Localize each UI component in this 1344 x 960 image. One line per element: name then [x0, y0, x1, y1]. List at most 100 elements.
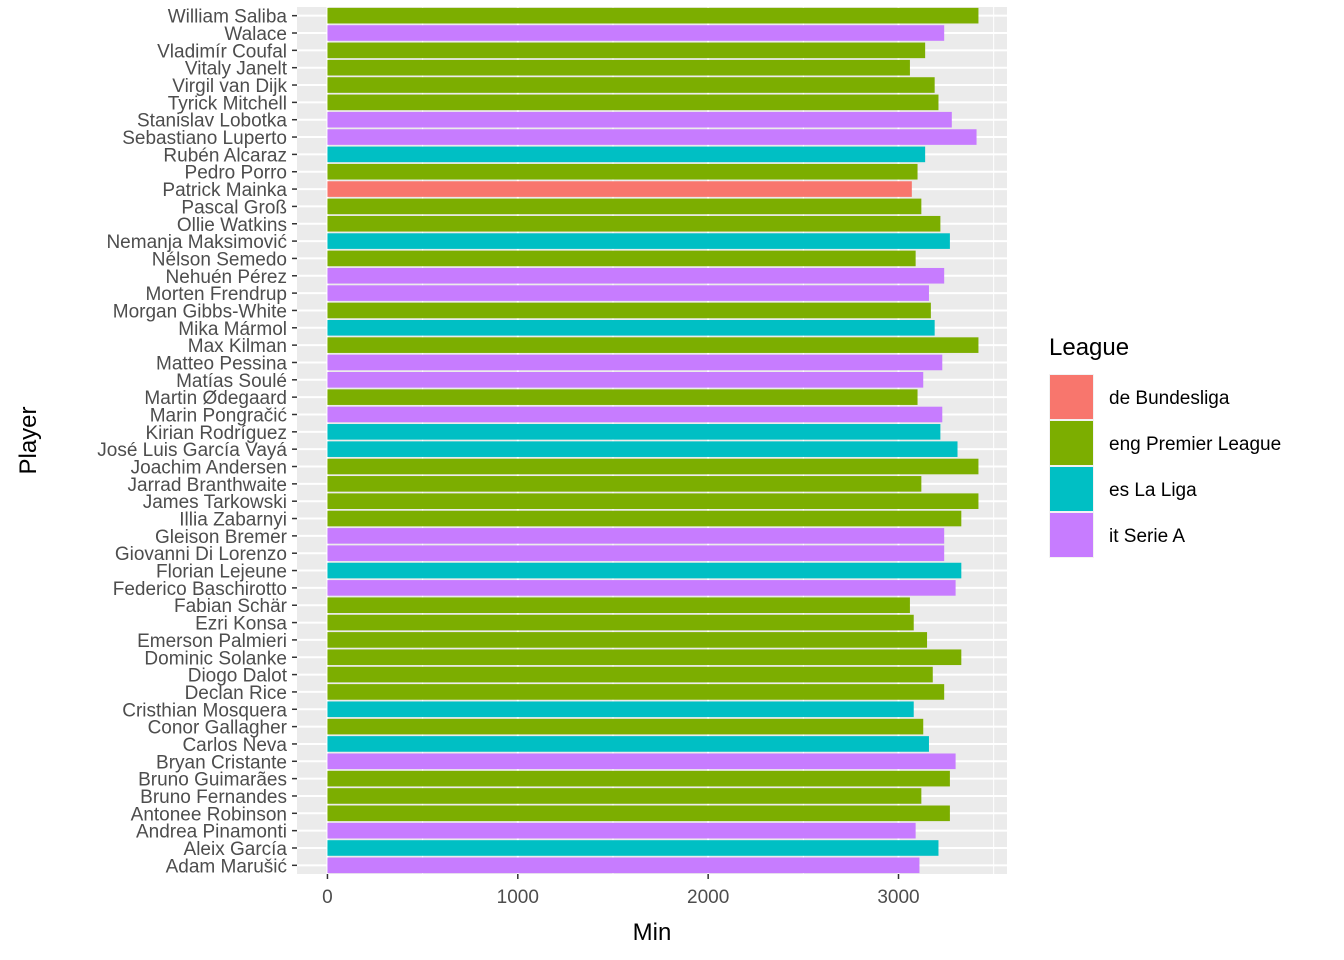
legend-key: [1050, 375, 1093, 419]
bar: [327, 233, 950, 249]
y-tick-label: Ezri Konsa: [195, 614, 287, 635]
bar: [327, 424, 941, 440]
y-tick-label: Jarrad Branthwaite: [128, 475, 287, 496]
legend-key: [1050, 513, 1093, 557]
y-tick-label: Dominic Solanke: [144, 648, 287, 669]
bar: [327, 7, 979, 24]
y-tick-label: Patrick Mainka: [162, 180, 287, 201]
bar: [327, 372, 924, 388]
y-tick-label: Ollie Watkins: [177, 215, 287, 236]
bar: [327, 77, 935, 93]
y-tick-label: Emerson Palmieri: [137, 631, 287, 652]
bar: [327, 129, 977, 145]
bar: [327, 857, 920, 874]
y-tick-label: Nemanja Maksimović: [106, 232, 287, 253]
legend-label: it Serie A: [1109, 526, 1185, 547]
y-tick-label: Walace: [224, 24, 287, 45]
bar: [327, 42, 926, 59]
bar: [327, 545, 945, 562]
legend-title: League: [1049, 334, 1129, 361]
x-tick-label: 3000: [877, 887, 919, 908]
y-tick-label: Pedro Porro: [185, 163, 287, 184]
x-axis: 0 1000 2000 3000: [322, 874, 920, 908]
y-tick-label: Bryan Cristante: [156, 752, 287, 773]
y-tick-label: Federico Baschirotto: [113, 579, 287, 600]
legend-key: [1050, 421, 1093, 465]
y-tick-label: Sebastiano Luperto: [122, 128, 287, 149]
y-tick-label: Carlos Neva: [182, 735, 287, 756]
y-tick-label: Diogo Dalot: [188, 666, 288, 687]
bar: [327, 198, 922, 215]
y-tick-label: Tyrick Mitchell: [168, 93, 287, 114]
y-tick-label: Joachim Andersen: [131, 458, 287, 479]
bar: [327, 632, 928, 648]
bar: [327, 510, 962, 527]
y-tick-label: Florian Lejeune: [156, 562, 287, 583]
y-tick-label: Giovanni Di Lorenzo: [115, 544, 287, 565]
y-tick-label: Fabian Schär: [174, 596, 288, 617]
y-tick-label: Declan Rice: [185, 683, 287, 704]
bar: [327, 718, 924, 735]
y-tick-label: Nélson Semedo: [152, 249, 287, 270]
bar: [327, 840, 939, 856]
y-tick-label: José Luis García Vayá: [97, 440, 287, 461]
bar: [327, 111, 952, 128]
legend-label: eng Premier League: [1109, 434, 1281, 455]
bar: [327, 701, 914, 718]
bar: [327, 94, 939, 111]
bars: [327, 7, 979, 874]
bar: [327, 389, 918, 405]
bar: [327, 25, 945, 41]
y-tick-label: Gleison Bremer: [155, 527, 288, 548]
y-tick-label: Adam Marušić: [166, 856, 287, 877]
y-tick-label: Nehuén Pérez: [166, 267, 287, 288]
y-tick-label: Antonee Robinson: [131, 804, 287, 825]
y-tick-label: Kirian Rodríguez: [145, 423, 287, 444]
x-tick-label: 1000: [497, 887, 539, 908]
y-tick-label: Andrea Pinamonti: [136, 822, 287, 843]
bar: [327, 406, 943, 423]
y-tick-label: Mika Mármol: [178, 319, 287, 340]
bar: [327, 753, 956, 770]
bar: [327, 354, 943, 371]
y-tick-label: Illia Zabarnyi: [179, 510, 287, 531]
bar: [327, 250, 916, 267]
y-tick-label: Virgil van Dijk: [172, 76, 287, 97]
y-tick-label: Pascal Groß: [181, 197, 287, 218]
bar: [327, 441, 958, 457]
bar: [327, 805, 950, 822]
x-tick-label: 2000: [687, 887, 729, 908]
bar: [327, 476, 922, 492]
y-tick-label: Stanislav Lobotka: [137, 111, 287, 132]
bar: [327, 580, 956, 596]
bar: [327, 770, 950, 787]
y-tick-label: Matteo Pessina: [156, 353, 287, 374]
y-tick-label: Morgan Gibbs-White: [113, 301, 287, 322]
bar: [327, 736, 929, 752]
y-tick-label: Bruno Fernandes: [140, 787, 287, 808]
y-tick-label: Morten Frendrup: [145, 284, 287, 305]
y-tick-label: Vladimír Coufal: [157, 41, 287, 62]
bar: [327, 597, 910, 614]
y-tick-label: Rubén Alcaraz: [163, 145, 287, 166]
bar: [327, 614, 914, 631]
x-tick-label: 0: [322, 887, 333, 908]
bar: [327, 528, 945, 544]
bar: [327, 458, 979, 475]
bar: [327, 59, 910, 76]
y-tick-label: Bruno Guimarães: [138, 770, 287, 791]
y-tick-label: James Tarkowski: [143, 492, 287, 513]
x-axis-title: Min: [633, 919, 672, 946]
bar: [327, 493, 979, 509]
bar: [327, 666, 933, 683]
y-tick-label: Martin Ødegaard: [144, 388, 287, 409]
bar: [327, 337, 979, 353]
bar: [327, 146, 926, 163]
y-tick-label: Aleix García: [184, 839, 288, 860]
y-tick-label: Max Kilman: [188, 336, 287, 357]
bar: [327, 267, 945, 284]
bar: [327, 562, 962, 579]
y-tick-label: Vitaly Janelt: [185, 59, 288, 80]
bar: [327, 163, 918, 180]
